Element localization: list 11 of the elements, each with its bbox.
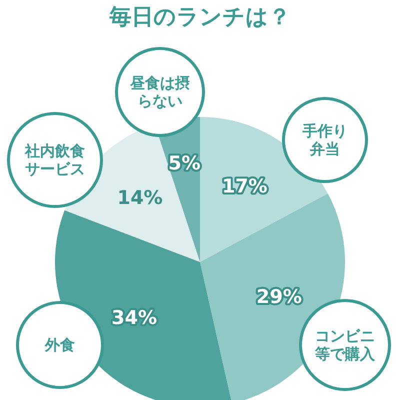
chart-title: 毎日のランチは？ (108, 4, 292, 32)
data-label: 5% (168, 152, 201, 175)
slice-label: 手作り弁当 (302, 122, 348, 158)
data-label: 14% (117, 186, 163, 209)
data-label: 34% (112, 306, 157, 329)
slice-label: コンビニ等で購入 (314, 327, 376, 363)
slice-label: 昼食は摂らない (129, 74, 191, 110)
slice-label: 外食 (44, 336, 76, 354)
data-label: 29% (256, 286, 302, 308)
data-label: 17% (222, 175, 268, 198)
slice-label: 社内飲食サービス (24, 142, 86, 178)
